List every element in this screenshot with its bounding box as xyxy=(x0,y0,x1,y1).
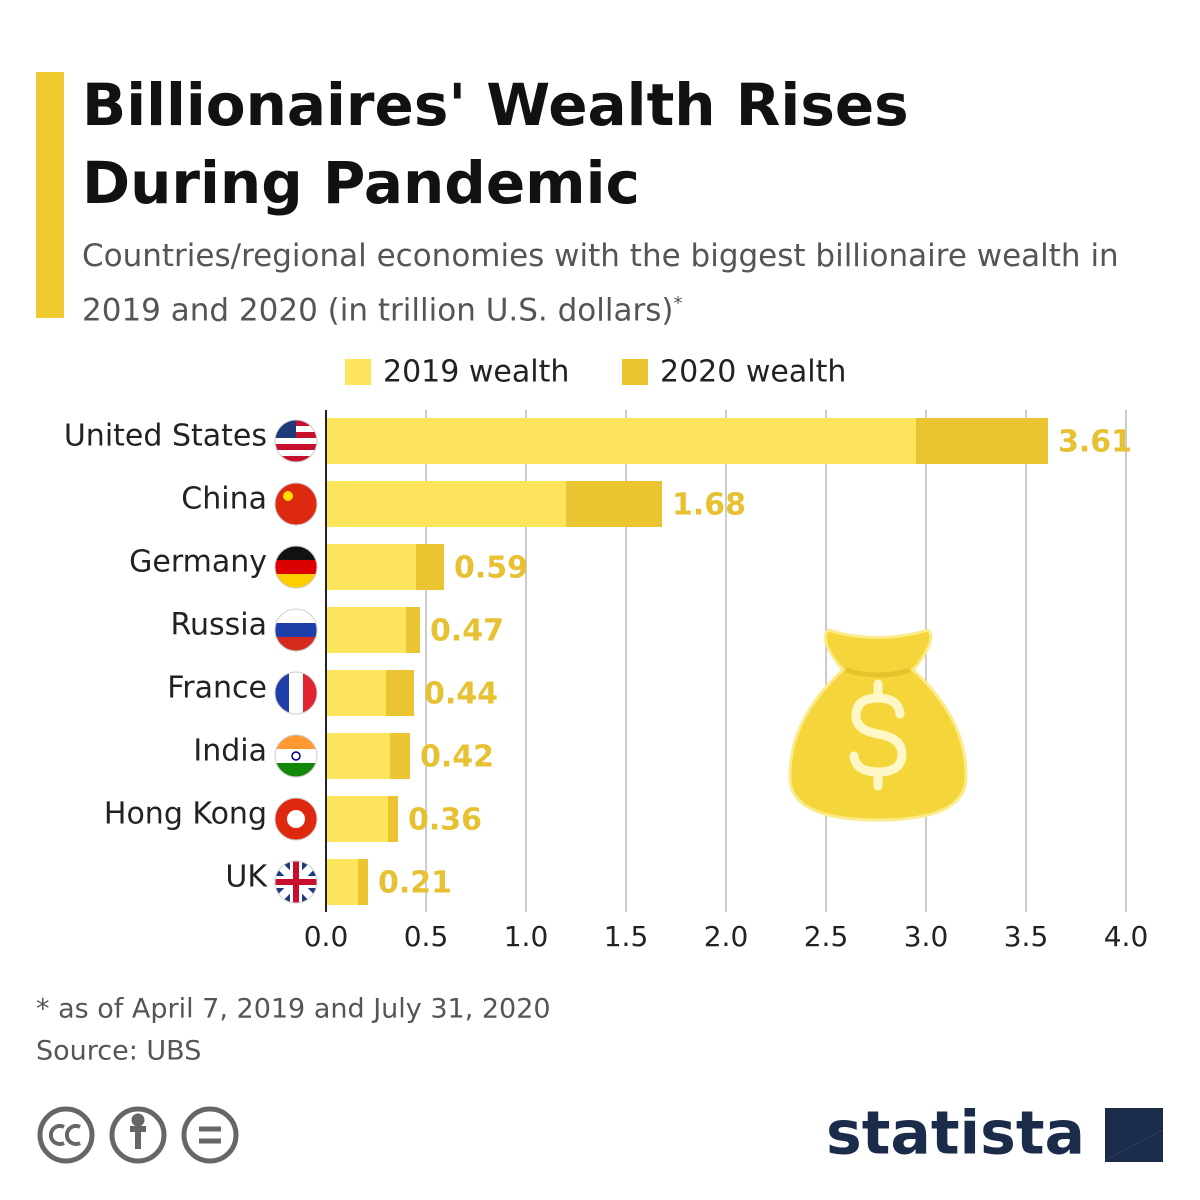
flag xyxy=(274,419,318,463)
flag-part xyxy=(275,672,290,714)
flag-part xyxy=(275,637,317,651)
flag-body xyxy=(275,546,317,588)
flag xyxy=(274,545,318,589)
bar xyxy=(326,418,916,464)
source: Source: UBS xyxy=(36,1036,201,1067)
data-label: 0.36 xyxy=(408,803,482,838)
bar xyxy=(326,733,390,779)
flag-body xyxy=(275,735,317,777)
flag-part xyxy=(275,609,317,624)
data-label: 1.68 xyxy=(672,488,746,523)
y-tick-label: Hong Kong xyxy=(104,797,267,832)
x-tick-label: 4.0 xyxy=(1104,920,1149,953)
flag-part xyxy=(289,672,304,714)
x-tick-label: 0.5 xyxy=(404,920,449,953)
bar xyxy=(326,796,388,842)
bar xyxy=(326,859,358,905)
flag-part xyxy=(275,623,317,638)
flag-rim xyxy=(274,797,318,841)
chart-subtitle: Countries/regional economies with the bi… xyxy=(82,232,1162,334)
y-tick-label: Germany xyxy=(129,545,267,580)
flag-rim xyxy=(274,419,318,463)
bar xyxy=(326,670,386,716)
flag xyxy=(274,860,318,904)
flag-part xyxy=(303,672,317,714)
data-label: 0.47 xyxy=(430,614,504,649)
flag-body xyxy=(275,672,317,714)
legend-swatch xyxy=(622,359,648,385)
y-tick-label: India xyxy=(193,734,267,769)
y-tick-label: United States xyxy=(64,419,267,454)
flag-rim xyxy=(274,545,318,589)
brand: statista xyxy=(826,1099,1085,1169)
license-icons xyxy=(37,1106,239,1164)
flag-part xyxy=(275,450,317,456)
x-tick-label: 1.5 xyxy=(604,920,649,953)
flag-part xyxy=(275,444,317,450)
subtitle-text: Countries/regional economies with the bi… xyxy=(82,238,1119,329)
flag-part xyxy=(275,861,317,903)
legend-swatch xyxy=(345,359,371,385)
data-label: 0.21 xyxy=(378,866,452,901)
flag-rim xyxy=(274,860,318,904)
y-tick-label: France xyxy=(167,671,267,706)
flag-part xyxy=(275,560,317,575)
flag-part xyxy=(275,735,317,750)
flag xyxy=(274,482,318,526)
flag-rim xyxy=(274,671,318,715)
flag xyxy=(274,671,318,715)
flag-part xyxy=(275,546,317,561)
y-tick-label: UK xyxy=(225,860,268,895)
x-tick-label: 3.5 xyxy=(1004,920,1049,953)
flag-part xyxy=(287,810,305,828)
flag-part xyxy=(283,491,293,501)
brand-logo xyxy=(1105,1108,1163,1162)
flag-body xyxy=(275,861,317,903)
flag-body xyxy=(275,483,317,525)
flag-part xyxy=(275,574,317,588)
x-tick-label: 2.5 xyxy=(804,920,849,953)
flag-part xyxy=(275,438,317,444)
y-tick-label: China xyxy=(181,482,267,517)
data-label: 0.59 xyxy=(454,551,528,586)
flag-rim xyxy=(274,608,318,652)
flag-rim xyxy=(274,482,318,526)
flag xyxy=(274,734,318,778)
legend-label: 2020 wealth xyxy=(660,355,846,390)
flag-part xyxy=(291,751,301,761)
legend-label: 2019 wealth xyxy=(383,355,569,390)
x-tick-label: 0.0 xyxy=(304,920,349,953)
flag-part xyxy=(275,749,317,764)
data-label: 3.61 xyxy=(1058,425,1132,460)
chart-title: Billionaires' Wealth Rises During Pandem… xyxy=(82,71,909,217)
flag-part xyxy=(275,456,317,462)
bar xyxy=(326,607,406,653)
flag-part xyxy=(275,763,317,777)
data-label: 0.44 xyxy=(424,677,498,712)
x-tick-label: 1.0 xyxy=(504,920,549,953)
bar xyxy=(326,544,416,590)
flag-part xyxy=(275,483,317,525)
data-label: 0.42 xyxy=(420,740,494,775)
footnote: * as of April 7, 2019 and July 31, 2020 xyxy=(36,994,551,1025)
bar xyxy=(326,481,566,527)
flag-body xyxy=(275,798,317,840)
flag-rim xyxy=(274,734,318,778)
flag-body xyxy=(275,420,317,462)
money-bag xyxy=(788,628,968,822)
flag-body xyxy=(275,609,317,651)
subtitle-mark: * xyxy=(673,293,683,314)
flag xyxy=(274,608,318,652)
y-tick-label: Russia xyxy=(171,608,268,643)
x-tick-label: 3.0 xyxy=(904,920,949,953)
flag xyxy=(274,797,318,841)
accent-bar xyxy=(36,72,64,318)
x-tick-label: 2.0 xyxy=(704,920,749,953)
